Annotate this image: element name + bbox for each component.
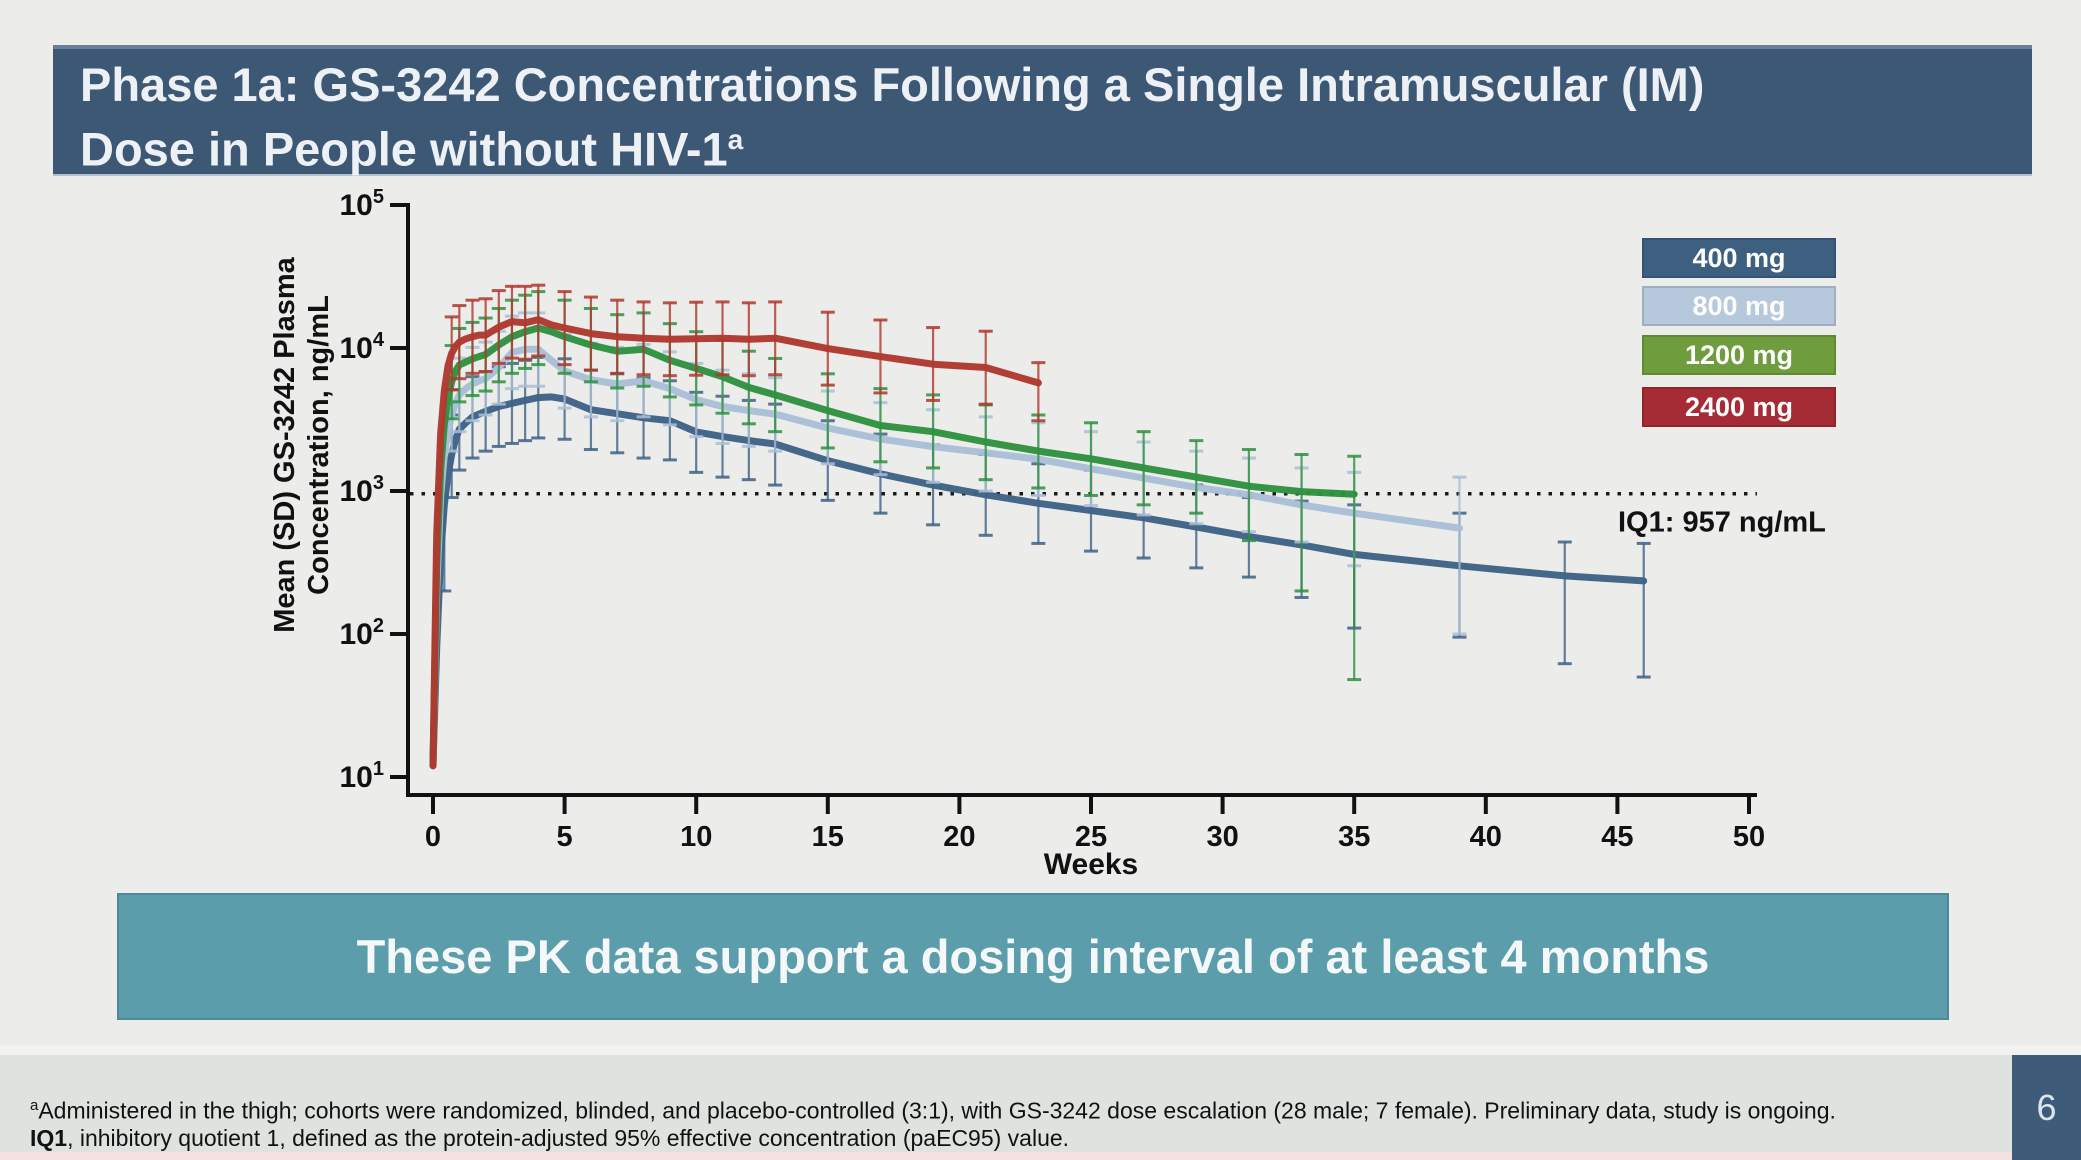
x-tick-label: 40 [1470,821,1502,853]
x-tick-label: 30 [1206,821,1238,853]
y-axis-title: Mean (SD) GS-3242 PlasmaConcentration, n… [269,256,335,632]
y-tick-label: 103 [340,472,385,508]
y-tick-label: 102 [340,615,385,651]
dose-curve [429,316,1042,770]
legend-label: 800 mg [1692,290,1786,321]
x-tick-label: 0 [425,821,441,853]
slide-title-line2: Dose in People without HIV-1a [80,122,744,176]
key-message-banner: These PK data support a dosing interval … [117,893,1949,1020]
dose-curve [429,324,1358,770]
footnote-line1: aAdministered in the thigh; cohorts were… [30,1097,1836,1124]
title-superscript: a [727,124,744,155]
footnote-strip: aAdministered in the thigh; cohorts were… [0,1055,2081,1152]
slide-title-bar: Phase 1a: GS-3242 Concentrations Followi… [53,45,2032,176]
x-axis-title: Weeks [1044,848,1139,881]
slide-title-line1: Phase 1a: GS-3242 Concentrations Followi… [80,58,1705,111]
legend-label: 400 mg [1692,242,1786,273]
legend-item-1200-mg: 1200 mg [1642,335,1836,375]
legend-label: 2400 mg [1684,391,1794,422]
x-tick-label: 20 [943,821,975,853]
footnote-line2: IQ1, inhibitory quotient 1, defined as t… [30,1124,1070,1151]
x-tick-label: 35 [1338,821,1370,853]
page-number: 6 [2036,1086,2057,1128]
x-tick-label: 15 [812,821,844,853]
page-number-box: 6 [2012,1055,2081,1160]
series-2400-mg [429,283,1046,770]
x-tick-label: 50 [1733,821,1765,853]
footnote-iq1-abbrev: IQ1 [30,1124,68,1151]
key-message-text: These PK data support a dosing interval … [356,930,1710,983]
legend-item-800-mg: 800 mg [1642,286,1836,326]
slide-edge-strip [0,1152,2081,1160]
legend-item-400-mg: 400 mg [1642,238,1836,278]
axes [406,203,1757,797]
footnote-superscript: a [30,1097,39,1114]
legend-item-2400-mg: 2400 mg [1642,387,1836,427]
y-tick-label: 105 [340,186,385,222]
x-tick-label: 10 [680,821,712,853]
y-tick-label: 104 [340,329,385,365]
dose-curve [429,393,1648,770]
series-400-mg [429,355,1651,770]
iq1-reference-label: IQ1: 957 ng/mL [1618,507,1826,539]
legend-label: 1200 mg [1684,339,1794,370]
footer-divider [0,1045,2081,1055]
y-tick-label: 101 [340,758,385,794]
x-tick-label: 45 [1601,821,1633,853]
x-tick-label: 5 [557,821,573,853]
x-tick-label: 25 [1075,821,1107,853]
